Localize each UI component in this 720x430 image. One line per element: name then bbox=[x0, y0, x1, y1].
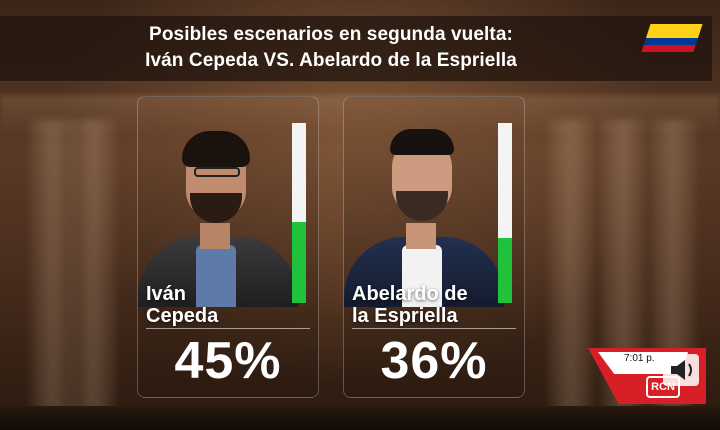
candidate-name-line-1: Iván bbox=[146, 283, 187, 305]
candidate-card-espriella: Abelardo de la Espriella 36% bbox=[343, 96, 525, 398]
colombia-flag-icon bbox=[641, 24, 703, 52]
gauge-fill bbox=[292, 222, 306, 303]
candidate-name-line-2: la Espriella bbox=[352, 305, 458, 327]
headline-line-1: Posibles escenarios en segunda vuelta: bbox=[149, 24, 513, 45]
candidate-name: Iván Cepeda bbox=[146, 283, 218, 327]
bottom-strip bbox=[0, 406, 720, 430]
candidate-name-line-2: Cepeda bbox=[146, 305, 219, 327]
speaker-icon[interactable] bbox=[662, 352, 702, 388]
candidate-photo bbox=[138, 107, 298, 307]
candidate-percentage: 36% bbox=[380, 332, 488, 390]
divider bbox=[146, 328, 310, 329]
background-column bbox=[548, 120, 594, 430]
support-gauge bbox=[292, 123, 306, 303]
candidate-name: Abelardo de la Espriella bbox=[352, 283, 468, 327]
gauge-fill bbox=[498, 238, 512, 303]
candidate-name-line-1: Abelardo de bbox=[352, 283, 468, 305]
title-banner bbox=[0, 16, 712, 82]
candidate-photo bbox=[344, 107, 504, 307]
background-column bbox=[70, 120, 116, 430]
background-column bbox=[30, 120, 76, 430]
divider bbox=[352, 328, 516, 329]
support-gauge bbox=[498, 123, 512, 303]
broadcast-time: 7:01 p. bbox=[624, 353, 655, 364]
candidate-percentage: 45% bbox=[174, 332, 282, 390]
candidate-card-cepeda: Iván Cepeda 45% bbox=[137, 96, 319, 398]
headline-line-2: Iván Cepeda VS. Abelardo de la Espriella bbox=[145, 50, 517, 71]
